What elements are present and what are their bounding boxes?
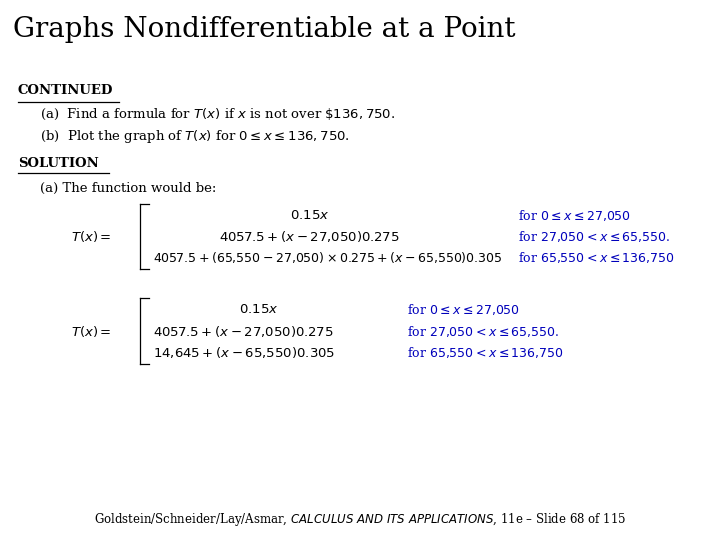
Text: for $65{,}550 < x \leq 136{,}750$: for $65{,}550 < x \leq 136{,}750$ bbox=[407, 345, 564, 360]
Text: $0.15x$: $0.15x$ bbox=[240, 303, 279, 316]
Text: SOLUTION: SOLUTION bbox=[18, 157, 99, 170]
Text: Graphs Nondifferentiable at a Point: Graphs Nondifferentiable at a Point bbox=[13, 16, 516, 43]
Text: (b)  Plot the graph of $T(x)$ for $0 \leq x \leq 136,750$.: (b) Plot the graph of $T(x)$ for $0 \leq… bbox=[40, 128, 349, 145]
Text: CONTINUED: CONTINUED bbox=[18, 84, 113, 97]
Text: $4057.5 + (x - 27{,}050)0.275$: $4057.5 + (x - 27{,}050)0.275$ bbox=[220, 229, 400, 244]
Text: $T(x)=$: $T(x)=$ bbox=[71, 229, 112, 244]
Text: $14{,}645 + (x - 65{,}550)0.305$: $14{,}645 + (x - 65{,}550)0.305$ bbox=[153, 345, 336, 360]
Text: Goldstein/Schneider/Lay/Asmar, $\mathit{CALCULUS\ AND\ ITS\ APPLICATIONS}$, 11e : Goldstein/Schneider/Lay/Asmar, $\mathit{… bbox=[94, 511, 626, 528]
Text: $4057.5 + (65{,}550 - 27{,}050)\times 0.275 + (x - 65{,}550)0.305$: $4057.5 + (65{,}550 - 27{,}050)\times 0.… bbox=[153, 250, 503, 265]
Text: for $0 \leq x \leq 27{,}050$: for $0 \leq x \leq 27{,}050$ bbox=[407, 302, 520, 318]
Text: $T(x)=$: $T(x)=$ bbox=[71, 323, 112, 339]
Text: (a) The function would be:: (a) The function would be: bbox=[40, 181, 216, 194]
Text: for $65{,}550 < x \leq 136{,}750$: for $65{,}550 < x \leq 136{,}750$ bbox=[518, 250, 675, 265]
Text: for $27{,}050 < x \leq 65{,}550$.: for $27{,}050 < x \leq 65{,}550$. bbox=[518, 229, 671, 244]
Text: for $0 \leq x \leq 27{,}050$: for $0 \leq x \leq 27{,}050$ bbox=[518, 208, 631, 223]
Text: for $27{,}050 < x \leq 65{,}550$.: for $27{,}050 < x \leq 65{,}550$. bbox=[407, 324, 559, 339]
Text: $4057.5 + (x - 27{,}050)0.275$: $4057.5 + (x - 27{,}050)0.275$ bbox=[153, 324, 334, 339]
Text: (a)  Find a formula for $T(x)$ if $x$ is not over $\$136,750$.: (a) Find a formula for $T(x)$ if $x$ is … bbox=[40, 107, 395, 122]
Text: $0.15x$: $0.15x$ bbox=[290, 209, 329, 222]
